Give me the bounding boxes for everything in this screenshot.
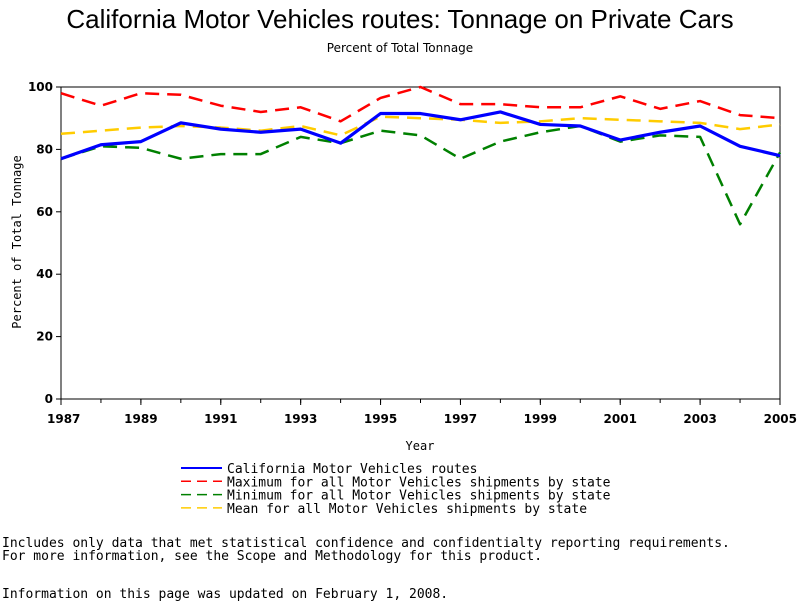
x-axis: 1987 1989 1991 1993 1995 1997 1999 2001 2003 2005 bbox=[47, 399, 797, 426]
x-tick-label: 2003 bbox=[683, 412, 716, 426]
y-axis: 0 20 40 60 80 100 bbox=[28, 80, 61, 406]
y-tick-label: 40 bbox=[36, 267, 53, 281]
note-updated: Information on this page was updated on … bbox=[2, 587, 449, 602]
series-line-0 bbox=[60, 110, 781, 161]
y-tick-label: 80 bbox=[36, 142, 53, 156]
x-axis-title: Year bbox=[406, 439, 435, 453]
x-tick-label: 1989 bbox=[124, 412, 157, 426]
y-axis-title: Percent of Total Tonnage bbox=[10, 155, 24, 328]
series-lines bbox=[60, 85, 782, 226]
legend-label-2: Minimum for all Motor Vehicles shipments… bbox=[227, 489, 611, 504]
note-methodology: For more information, see the Scope and … bbox=[2, 549, 543, 564]
legend: California Motor Vehicles routesMaximum … bbox=[181, 462, 611, 517]
legend-label-1: Maximum for all Motor Vehicles shipments… bbox=[227, 475, 611, 490]
chart-title: California Motor Vehicles routes: Tonnag… bbox=[66, 4, 734, 34]
x-tick-label: 1993 bbox=[284, 412, 317, 426]
chart-subtitle: Percent of Total Tonnage bbox=[326, 41, 474, 55]
series-line-1 bbox=[60, 85, 781, 123]
series-line-2 bbox=[60, 124, 782, 226]
x-tick-label: 1991 bbox=[204, 412, 237, 426]
note-confidence: Includes only data that met statistical … bbox=[2, 536, 730, 551]
x-tick-label: 1997 bbox=[444, 412, 477, 426]
legend-label-0: California Motor Vehicles routes bbox=[227, 462, 477, 477]
y-tick-label: 20 bbox=[36, 330, 53, 344]
y-tick-label: 100 bbox=[28, 80, 53, 94]
x-tick-label: 1999 bbox=[524, 412, 557, 426]
y-tick-label: 0 bbox=[45, 392, 53, 406]
series-line-3 bbox=[60, 115, 781, 137]
x-tick-label: 1995 bbox=[364, 412, 397, 426]
x-tick-label: 2001 bbox=[604, 412, 637, 426]
y-tick-label: 60 bbox=[36, 205, 53, 219]
legend-label-3: Mean for all Motor Vehicles shipments by… bbox=[227, 502, 587, 517]
x-tick-label: 2005 bbox=[764, 412, 797, 426]
plot-frame bbox=[60, 86, 781, 400]
x-tick-label: 1987 bbox=[47, 412, 80, 426]
